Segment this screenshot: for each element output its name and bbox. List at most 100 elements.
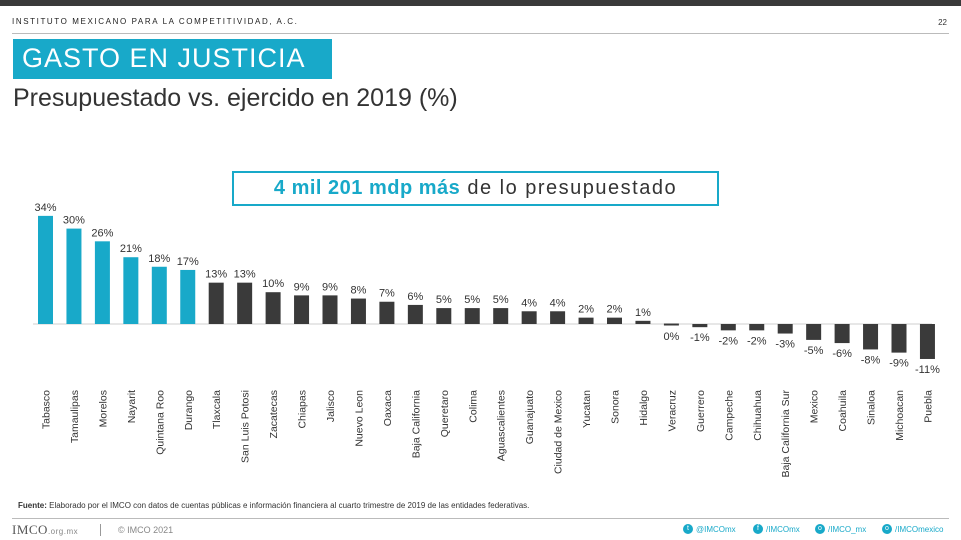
bar bbox=[692, 324, 708, 328]
category-label: Chihuahua bbox=[752, 390, 764, 441]
title-banner bbox=[13, 39, 332, 79]
bar bbox=[208, 282, 224, 324]
category-label: Chiapas bbox=[297, 390, 309, 429]
bar bbox=[407, 304, 423, 324]
bar-value-label: 8% bbox=[350, 285, 366, 297]
bar-value-label: 9% bbox=[294, 281, 310, 293]
category-label: Oaxaca bbox=[382, 390, 394, 426]
logo-sub: .org.mx bbox=[47, 527, 79, 536]
bar-value-label: 5% bbox=[436, 294, 452, 306]
page-title: GASTO EN JUSTICIA bbox=[22, 43, 306, 73]
bar-value-label: 7% bbox=[379, 288, 395, 300]
category-label: Colima bbox=[467, 390, 479, 423]
category-label: Guerrero bbox=[695, 390, 707, 432]
bar bbox=[94, 241, 110, 324]
category-label: Baja California Sur bbox=[780, 390, 792, 478]
bar-value-label: -11% bbox=[915, 364, 940, 376]
instagram-icon: o bbox=[882, 524, 892, 534]
callout-text: de lo presupuestado bbox=[460, 177, 678, 199]
category-label: Campeche bbox=[723, 390, 735, 441]
bar-value-label: 18% bbox=[148, 253, 170, 265]
social-instagram-2[interactable]: o/IMCOmexico bbox=[882, 524, 943, 534]
bar-value-label: 13% bbox=[234, 269, 256, 281]
source-note: Fuente: Elaborado por el IMCO con datos … bbox=[18, 501, 529, 510]
social-handle: /IMCO_mx bbox=[828, 524, 867, 534]
bar-value-label: 4% bbox=[521, 297, 537, 309]
bar bbox=[919, 324, 935, 359]
bar bbox=[123, 257, 139, 324]
bar bbox=[635, 320, 651, 324]
bar-value-label: 13% bbox=[205, 269, 227, 281]
bar-value-label: 0% bbox=[663, 331, 679, 343]
bar bbox=[493, 308, 509, 324]
bar-value-label: -9% bbox=[889, 358, 909, 370]
bar bbox=[834, 324, 850, 344]
bar-value-label: 4% bbox=[550, 297, 566, 309]
bar-value-label: 2% bbox=[578, 304, 594, 316]
source-label: Fuente: bbox=[18, 501, 47, 510]
category-label: Aguascalientes bbox=[496, 390, 508, 461]
bar-chart: 34% Tabasco 30% Tamaulipas 26% Morelos 21% Naya… bbox=[33, 202, 940, 478]
bar bbox=[550, 311, 566, 324]
bar-value-label: -1% bbox=[690, 332, 710, 344]
social-facebook[interactable]: f/IMCOmx bbox=[753, 524, 800, 534]
category-label: Tlaxcala bbox=[211, 390, 223, 429]
social-instagram[interactable]: o/IMCO_mx bbox=[815, 524, 866, 534]
category-label: Zacatecas bbox=[268, 390, 280, 438]
bar bbox=[436, 308, 452, 324]
category-label: Puebla bbox=[922, 390, 934, 423]
social-twitter[interactable]: t @IMCOmx bbox=[683, 524, 736, 534]
category-label: Queretaro bbox=[439, 390, 451, 437]
header-divider bbox=[12, 33, 949, 34]
bar bbox=[350, 298, 366, 324]
bar bbox=[294, 295, 310, 324]
bar bbox=[379, 301, 395, 324]
footer-separator bbox=[100, 524, 101, 536]
social-handle: /IMCOmx bbox=[766, 524, 800, 534]
bar-value-label: 9% bbox=[322, 281, 338, 293]
category-label: San Luis Potosi bbox=[240, 390, 252, 463]
page-subtitle: Presupuestado vs. ejercido en 2019 (%) bbox=[13, 84, 458, 112]
bar-value-label: 34% bbox=[34, 202, 56, 214]
bar bbox=[806, 324, 822, 340]
copyright: © IMCO 2021 bbox=[118, 525, 174, 535]
bar bbox=[863, 324, 879, 350]
category-label: Veracruz bbox=[666, 390, 678, 431]
category-label: Nayarit bbox=[126, 390, 138, 423]
bar-value-label: 6% bbox=[407, 291, 423, 303]
page-number: 22 bbox=[938, 18, 947, 27]
bar bbox=[663, 323, 679, 326]
category-label: Sinaloa bbox=[866, 390, 878, 425]
category-label: Tamaulipas bbox=[69, 390, 81, 443]
category-label: Hidalgo bbox=[638, 390, 650, 426]
bar-value-label: 30% bbox=[63, 215, 85, 227]
bar bbox=[521, 311, 537, 324]
category-label: Michoacan bbox=[894, 390, 906, 441]
category-label: Yucatan bbox=[581, 390, 593, 428]
category-label: Jalisco bbox=[325, 390, 337, 422]
bar bbox=[38, 215, 53, 324]
bar bbox=[777, 324, 793, 334]
bar bbox=[749, 324, 765, 331]
bar-value-label: -5% bbox=[804, 345, 824, 357]
imco-logo: IMCO.org.mx bbox=[12, 522, 78, 538]
bar-value-label: 21% bbox=[120, 243, 142, 255]
bar-value-label: 10% bbox=[262, 278, 284, 290]
bar bbox=[891, 324, 907, 353]
bar-value-label: 5% bbox=[464, 294, 480, 306]
bar bbox=[265, 292, 281, 324]
callout-highlight: 4 mil 201 mdp más bbox=[273, 177, 461, 199]
category-label: Sonora bbox=[610, 390, 622, 424]
bar-value-label: 17% bbox=[177, 256, 199, 268]
bar-value-label: 2% bbox=[607, 304, 623, 316]
bar bbox=[66, 228, 82, 324]
bar-value-label: 26% bbox=[91, 227, 113, 239]
category-label: Guanajuato bbox=[524, 390, 536, 444]
category-label: Durango bbox=[183, 390, 195, 430]
category-label: Baja California bbox=[410, 390, 422, 458]
bar bbox=[322, 295, 338, 324]
bar bbox=[720, 324, 736, 331]
category-label: Nuevo Leon bbox=[353, 390, 365, 447]
bar-value-label: 1% bbox=[635, 307, 651, 319]
bar-value-label: -8% bbox=[861, 354, 881, 366]
